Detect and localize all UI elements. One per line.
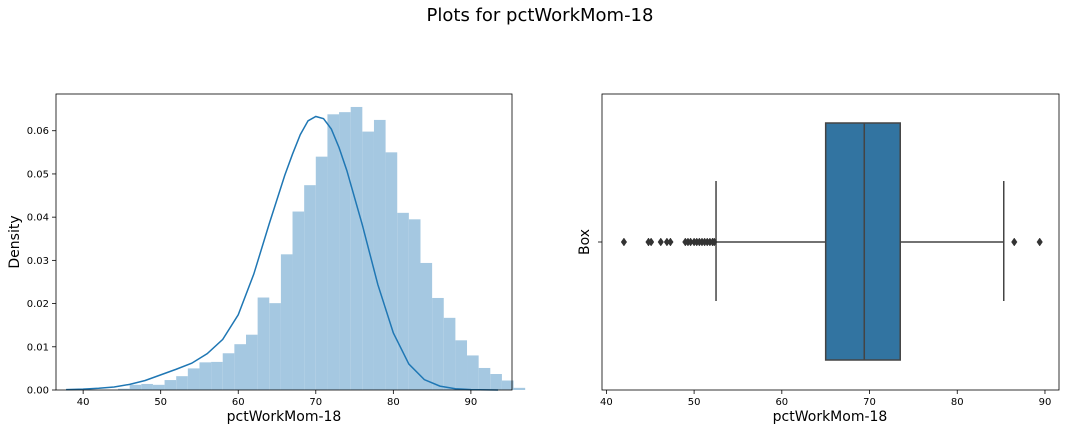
histogram-bar	[246, 334, 258, 390]
histogram-frame	[55, 93, 513, 391]
x-tick-label: 90	[1039, 397, 1052, 408]
boxplot-y-axis-label: Box	[577, 229, 593, 255]
histogram-bar	[280, 254, 293, 390]
x-tick-label: 90	[465, 397, 478, 408]
y-tick-label: 0.01	[27, 342, 49, 353]
x-tick-label: 80	[951, 397, 964, 408]
x-tick-label: 50	[154, 397, 167, 408]
histogram-bar	[350, 106, 363, 390]
histogram-bar	[129, 384, 142, 390]
histogram-bar	[199, 362, 212, 390]
histogram-bar	[234, 344, 246, 390]
x-tick-label: 70	[863, 397, 876, 408]
histogram-bar	[397, 212, 409, 390]
histogram-bar	[222, 353, 235, 390]
outlier-point	[667, 237, 674, 247]
kde-line	[66, 115, 499, 391]
outlier-point	[620, 237, 628, 247]
histogram-bar	[118, 388, 130, 390]
histogram-panel: 40 50 60 70 80 90 0.000.010.020.030.040.050.0…	[7, 93, 526, 425]
outlier-point	[1036, 237, 1043, 247]
x-tick-label: 50	[688, 397, 701, 408]
histogram-bar	[164, 380, 177, 390]
x-tick-label: 60	[232, 397, 245, 408]
histogram-bar	[152, 384, 165, 390]
figure-title: Plots for pctWorkMom-18	[427, 5, 654, 26]
histogram-bar	[455, 340, 468, 390]
box-iqr	[824, 122, 901, 361]
outlier-point	[657, 237, 664, 247]
histogram-bar	[467, 355, 479, 390]
histogram-bar	[257, 297, 270, 390]
histogram-bar	[187, 368, 200, 390]
histogram-bar	[490, 374, 502, 390]
histogram-bar	[327, 114, 340, 391]
boxplot-panel: 40 50 60 70 80 90 pctWorkMom-18 Box	[577, 93, 1060, 425]
x-tick-label: 40	[600, 397, 613, 408]
y-tick-label: 0.05	[27, 169, 49, 180]
histogram-bar	[373, 119, 386, 391]
histogram-bar	[385, 152, 398, 390]
histogram-bar	[269, 303, 281, 390]
histogram-bar	[408, 219, 421, 390]
x-tick-label: 80	[387, 397, 400, 408]
outlier-point	[1011, 237, 1018, 247]
outlier-points	[620, 237, 1043, 247]
boxplot-x-axis-label: pctWorkMom-18	[773, 409, 888, 425]
histogram-bar	[432, 297, 444, 390]
histogram-bar	[443, 317, 456, 390]
outlier-point	[648, 237, 655, 247]
histogram-y-ticks: 0.00 0.01 0.02 0.03 0.04 0.05 0.06	[27, 126, 56, 397]
histogram-bar	[513, 387, 526, 390]
histogram-bar	[176, 376, 188, 390]
histogram-bar	[339, 112, 351, 391]
histogram-bar	[141, 383, 153, 390]
outlier-point	[711, 237, 718, 247]
histogram-bar	[304, 185, 316, 390]
histogram-x-axis-label: pctWorkMom-18	[227, 409, 342, 425]
x-tick-label: 70	[309, 397, 322, 408]
histogram-bar	[315, 156, 328, 390]
y-tick-label: 0.00	[27, 386, 49, 397]
x-tick-label: 60	[775, 397, 788, 408]
histogram-bar	[420, 262, 433, 390]
x-tick-label: 40	[77, 397, 90, 408]
histogram-bar	[362, 131, 374, 390]
histogram-bar	[211, 361, 223, 390]
histogram-bars	[118, 106, 526, 391]
y-tick-label: 0.03	[27, 256, 49, 267]
histogram-bar	[478, 367, 491, 390]
histogram-x-ticks: 40 50 60 70 80 90	[77, 390, 477, 408]
histogram-bar	[501, 380, 514, 390]
histogram-y-axis-label: Density	[7, 215, 23, 268]
boxplot-x-ticks: 40 50 60 70 80 90	[600, 390, 1051, 408]
y-tick-label: 0.04	[27, 213, 49, 224]
y-tick-label: 0.02	[27, 299, 49, 310]
histogram-bar	[292, 211, 305, 390]
y-tick-label: 0.06	[27, 126, 49, 137]
